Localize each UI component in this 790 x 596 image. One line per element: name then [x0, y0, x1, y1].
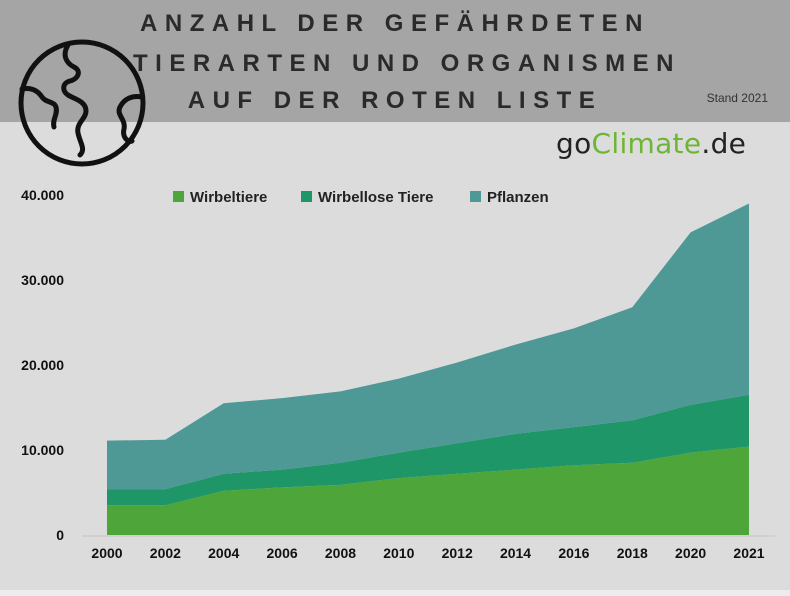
- y-tick-label: 20.000: [21, 357, 64, 373]
- x-tick-label: 2008: [325, 545, 356, 561]
- legend-swatch: [470, 191, 481, 202]
- title-line-2: TIERARTEN UND ORGANISMEN: [132, 50, 681, 77]
- x-tick-label: 2021: [733, 545, 764, 561]
- area-series-wirbellose-tiere: [107, 394, 749, 506]
- x-tick-label: 2000: [91, 545, 122, 561]
- y-tick-label: 30.000: [21, 272, 64, 288]
- brand-logo: goClimate.de: [556, 127, 746, 160]
- title-line-3: AUF DER ROTEN LISTE: [187, 87, 603, 114]
- x-tick-label: 2012: [442, 545, 473, 561]
- x-tick-label: 2002: [150, 545, 181, 561]
- brand-de: .de: [701, 127, 747, 160]
- y-tick-label: 40.000: [21, 187, 64, 203]
- globe-icon: [18, 39, 146, 167]
- title-line-1: ANZAHL DER GEFÄHRDETEN: [140, 10, 650, 37]
- x-tick-label: 2014: [500, 545, 531, 561]
- stand-label: Stand 2021: [706, 91, 768, 105]
- area-series-pflanzen: [107, 203, 749, 490]
- x-tick-label: 2010: [383, 545, 414, 561]
- x-tick-label: 2016: [558, 545, 589, 561]
- y-tick-label: 0: [56, 527, 64, 543]
- legend-swatch: [301, 191, 312, 202]
- brand-climate: Climate: [591, 127, 702, 160]
- x-axis: 2000 2002 2004 2006 2008 2010 2012 2014 2016 2018…: [82, 535, 775, 561]
- title-banner: ANZAHL DER GEFÄHRDETEN TIERARTEN UND ORG…: [0, 0, 790, 122]
- y-tick-label: 10.000: [21, 442, 64, 458]
- brand-go: go: [556, 127, 592, 160]
- area-series-wirbeltiere: [107, 446, 749, 535]
- legend-label: Wirbellose Tiere: [318, 189, 433, 206]
- legend-swatch: [173, 191, 184, 202]
- y-axis: 0 10.000 20.000 30.000 40.000: [21, 187, 64, 543]
- x-tick-label: 2006: [267, 545, 298, 561]
- area-layer: [107, 203, 749, 535]
- bottom-strip: [0, 590, 790, 596]
- x-tick-label: 2004: [208, 545, 239, 561]
- x-tick-label: 2020: [675, 545, 706, 561]
- legend: Wirbeltiere Wirbellose Tiere Pflanzen: [173, 189, 549, 206]
- legend-label: Pflanzen: [487, 189, 549, 206]
- legend-label: Wirbeltiere: [190, 189, 267, 206]
- x-tick-label: 2018: [617, 545, 648, 561]
